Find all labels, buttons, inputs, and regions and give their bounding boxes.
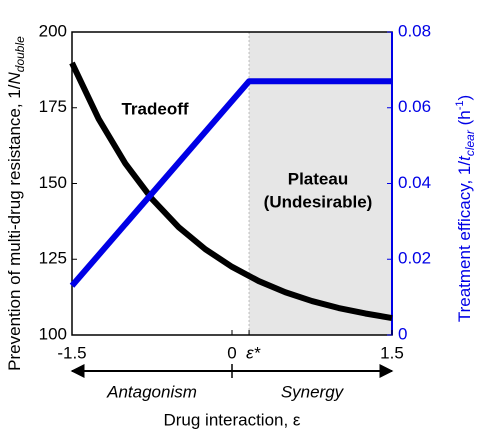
y-label-part: N <box>5 72 24 85</box>
y-tick-label: 200 <box>39 21 67 40</box>
annotation: Tradeoff <box>121 99 188 118</box>
x-tick-label: -1.5 <box>57 343 86 362</box>
y-tick-label: 125 <box>39 249 67 268</box>
x-tick-label: ε* <box>246 343 261 362</box>
series-line <box>69 61 393 321</box>
x-axis-label: Drug interaction, ε <box>163 410 300 429</box>
annotation: (Undesirable) <box>264 192 373 211</box>
y2-label-part: (h <box>455 110 474 130</box>
y-tick-label: 100 <box>39 324 67 343</box>
y2-tick-label: 0.06 <box>398 97 431 116</box>
annotation: Plateau <box>288 169 348 188</box>
y-label-part: Prevention of multi-drug resistance, 1/ <box>5 84 24 371</box>
y2-label-part: t <box>455 155 474 161</box>
y2-tick-label: 0 <box>398 324 407 343</box>
y2-label-part: clear <box>463 129 477 156</box>
y-axis-label: Prevention of multi-drug resistance, 1/N… <box>5 36 27 371</box>
y2-tick-label: 0.04 <box>398 173 431 192</box>
y2-label-part: Treatment efficacy, 1/ <box>455 161 474 323</box>
x-tick-label: 0 <box>227 343 236 362</box>
y2-label-part: -1 <box>454 101 466 111</box>
y2-label-part: ) <box>455 95 474 101</box>
y-tick-label: 150 <box>39 173 67 192</box>
x-tick-label: 1.5 <box>380 343 404 362</box>
region-label: Antagonism <box>106 382 197 401</box>
y2-axis-label: Treatment efficacy, 1/tclear (h-1) <box>454 95 477 322</box>
y2-tick-label: 0.08 <box>398 21 431 40</box>
y-tick-label: 175 <box>39 97 67 116</box>
region-label: Synergy <box>281 382 345 401</box>
y-label-part: double <box>13 36 27 72</box>
series-line <box>69 78 392 288</box>
y2-tick-label: 0.02 <box>398 249 431 268</box>
